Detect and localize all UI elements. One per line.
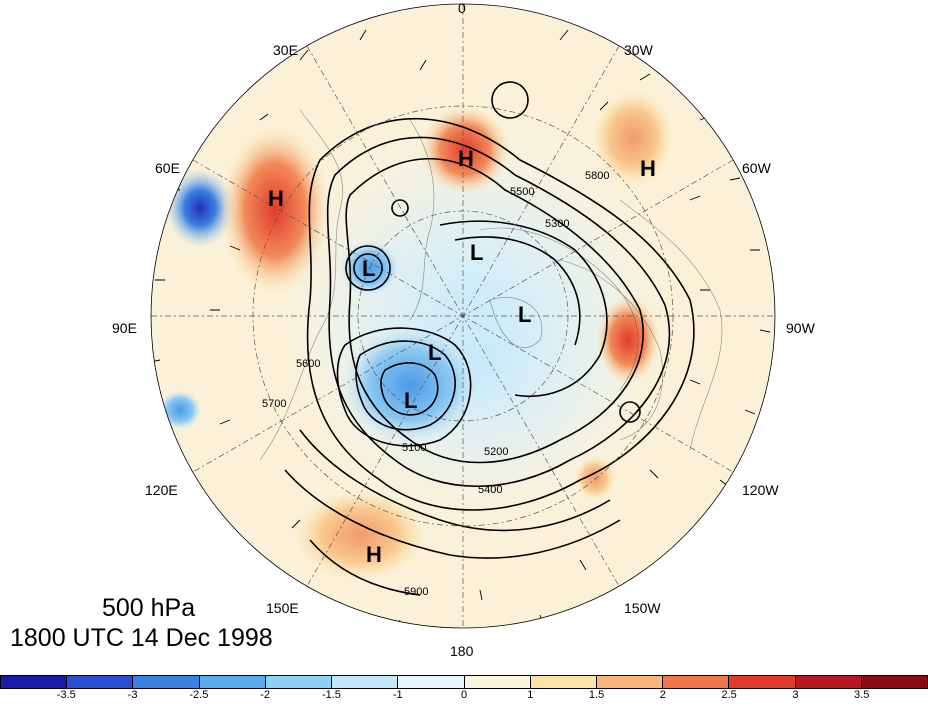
colorbar-swatch [332,676,399,688]
map-border [150,3,776,629]
lon-label-150w: 150W [624,600,661,616]
lon-label-180: 180 [450,643,474,659]
center-label-h2: H [458,146,474,171]
center-label-h1: H [268,186,284,211]
center-label-h3: H [640,156,656,181]
colorbar-swatch [67,676,134,688]
colorbar-tick-label: -2.5 [189,689,209,701]
colorbar-tick-label: 3 [792,689,799,701]
center-label-h4: H [366,542,382,567]
contour-label-5800: 5800 [585,170,610,182]
colorbar-tick-label: 2.5 [721,689,737,701]
valid-time-title: 1800 UTC 14 Dec 1998 [10,624,273,652]
colorbar-swatch [530,676,597,688]
colorbar-tick-label: 1 [527,689,534,701]
lon-label-30w: 30W [624,42,653,58]
colorbar-swatch [133,676,200,688]
colorbar-swatch [398,676,465,688]
contour-label-5400: 5400 [478,484,503,496]
lon-label-0: 0 [458,0,466,16]
colorbar-tick-label: 1.5 [588,689,605,701]
lon-label-60w: 60W [742,160,771,176]
colorbar-tick-label: 0 [460,689,468,701]
lon-label-120w: 120W [742,482,779,498]
contour-label-5900: 5900 [404,586,429,598]
lon-label-90e: 90E [112,320,137,336]
contour-label-5200: 5200 [484,446,509,458]
colorbar-tick-label: -2 [260,689,271,701]
colorbar-swatch [795,676,862,688]
lon-label-90w: 90W [786,320,815,336]
coastlines [259,109,723,461]
colorbar-tick-label: -3.5 [56,689,76,701]
graticule [151,4,775,628]
center-label-l2: L [470,240,484,265]
colorbar-tick-label: -1.5 [321,689,341,701]
colorbar-swatch [663,676,730,688]
colorbar-tick-label: 3.5 [854,689,870,701]
lon-label-120e: 120E [145,482,178,498]
colorbar-tick-label: -3 [127,689,138,701]
lon-label-150e: 150E [266,600,299,616]
colorbar-swatch [596,676,664,688]
center-label-l5: L [404,388,418,413]
contour-label-5700: 5700 [262,398,287,410]
colorbar-swatch [729,676,796,688]
colorbar-tick-label: 2 [659,689,666,701]
colorbar-swatch [1,676,68,688]
colorbar-swatch [265,676,333,688]
contour-label-5500: 5500 [510,186,535,198]
colorbar-swatch [464,676,531,688]
colorbar-swatch [861,676,928,688]
colorbar-tick-label: -1 [392,689,403,701]
colorbar-swatch [199,676,266,688]
center-label-l1: L [362,256,376,281]
lon-label-30e: 30E [273,42,298,58]
contour-label-5300: 5300 [545,218,570,230]
lon-label-60e: 60E [155,160,180,176]
center-label-l4: L [428,340,442,365]
contour-label-5600: 5600 [296,358,321,370]
colorbar [0,675,928,689]
center-label-l3: L [518,302,532,327]
contour-label-5100: 5100 [402,442,427,454]
level-title: 500 hPa [102,594,196,622]
